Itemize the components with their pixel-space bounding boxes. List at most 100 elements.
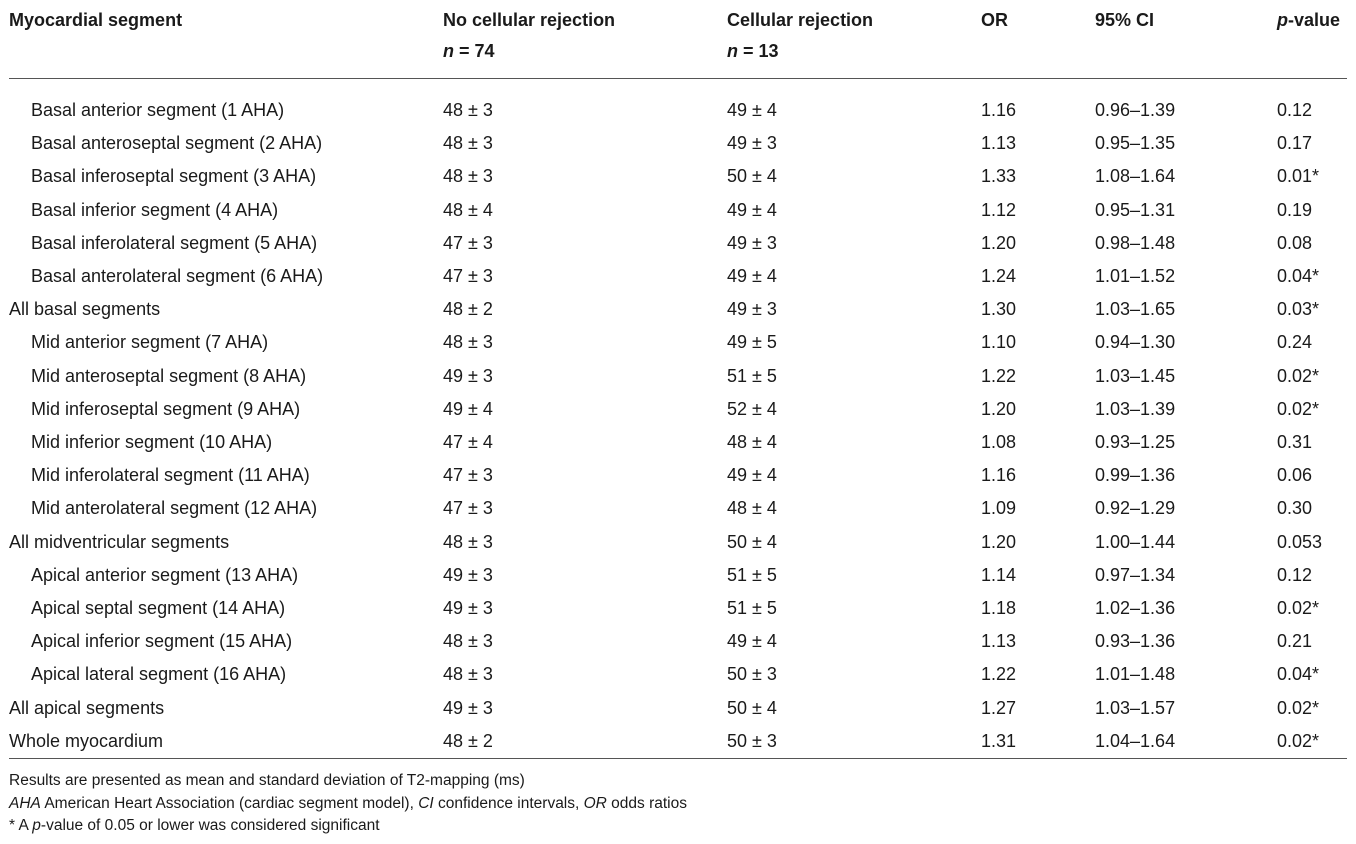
- or-cell: 1.22: [981, 365, 1017, 386]
- ci-cell: 0.93–1.36: [1095, 631, 1176, 652]
- table-row: Basal inferoseptal segment (3 AHA) 48 ± 3…: [9, 160, 1347, 193]
- no-rejection-cell: 48 ± 3: [443, 531, 493, 552]
- footnote-abbreviations: AHA American Heart Association (cardiac …: [9, 794, 688, 812]
- no-rejection-cell: 49 ± 3: [443, 564, 493, 585]
- header-or: OR: [981, 0, 1095, 79]
- ci-cell: 0.98–1.48: [1095, 232, 1176, 253]
- rejection-cell: 50 ± 4: [727, 697, 777, 718]
- table-row: Apical septal segment (14 AHA) 49 ± 3 51 ±…: [9, 592, 1347, 625]
- p-value-cell: 0.12: [1277, 100, 1313, 120]
- ci-cell: 1.03–1.57: [1095, 697, 1176, 718]
- p-value-cell: 0.08: [1277, 232, 1313, 253]
- no-rejection-cell: 49 ± 4: [443, 398, 493, 419]
- no-rejection-cell: 48 ± 3: [443, 100, 493, 120]
- p-value-cell: 0.30: [1277, 498, 1313, 519]
- rejection-cell: 49 ± 5: [727, 332, 777, 353]
- no-rejection-cell: 48 ± 3: [443, 332, 493, 353]
- no-rejection-cell: 48 ± 3: [443, 631, 493, 652]
- segment-cell: Mid anteroseptal segment (8 AHA): [31, 365, 307, 386]
- or-cell: 1.09: [981, 498, 1017, 519]
- no-rejection-cell: 48 ± 2: [443, 299, 493, 320]
- or-cell: 1.16: [981, 100, 1017, 120]
- segment-cell: Basal anteroseptal segment (2 AHA): [31, 133, 323, 154]
- segment-cell: Apical anterior segment (13 AHA): [31, 564, 299, 585]
- segment-cell: All midventricular segments: [9, 531, 230, 552]
- table-row: Basal anterior segment (1 AHA) 48 ± 3 49 ±…: [9, 94, 1347, 127]
- or-cell: 1.10: [981, 332, 1017, 353]
- rejection-cell: 50 ± 4: [727, 531, 777, 552]
- results-table-container: Myocardial segment No cellular rejection…: [9, 0, 1347, 760]
- rejection-cell: 51 ± 5: [727, 598, 777, 619]
- segment-cell: Mid inferolateral segment (11 AHA): [31, 465, 310, 486]
- rejection-cell: 50 ± 3: [727, 664, 777, 685]
- or-cell: 1.14: [981, 564, 1017, 585]
- segment-cell: Apical lateral segment (16 AHA): [31, 664, 287, 685]
- table-row: Apical inferior segment (15 AHA) 48 ± 3 49…: [9, 625, 1347, 658]
- or-cell: 1.22: [981, 664, 1017, 685]
- or-cell: 1.13: [981, 631, 1017, 652]
- header-rejection-n: = 13: [743, 41, 779, 61]
- table-row: Basal inferolateral segment (5 AHA) 47 ± …: [9, 227, 1347, 260]
- table-row: Mid inferoseptal segment (9 AHA) 49 ± 4 52…: [9, 393, 1347, 426]
- table-body: Basal anterior segment (1 AHA) 48 ± 3 49 ±…: [9, 79, 1347, 760]
- table-row: Apical anterior segment (13 AHA) 49 ± 3 51…: [9, 559, 1347, 592]
- ci-cell: 1.03–1.45: [1095, 365, 1176, 386]
- rejection-cell: 49 ± 4: [727, 266, 777, 287]
- table-row: All apical segments 49 ± 3 50 ± 4 1.27 1.03–…: [9, 692, 1347, 725]
- header-ci: 95% CI: [1095, 0, 1277, 79]
- p-value-cell: 0.04*: [1277, 664, 1320, 685]
- ci-cell: 0.97–1.34: [1095, 564, 1176, 585]
- ci-cell: 1.02–1.36: [1095, 598, 1176, 619]
- header-rejection: Cellular rejection n = 13: [727, 0, 981, 79]
- or-cell: 1.20: [981, 232, 1017, 253]
- segment-cell: Basal anterior segment (1 AHA): [31, 100, 285, 120]
- no-rejection-cell: 49 ± 3: [443, 697, 493, 718]
- no-rejection-cell: 47 ± 3: [443, 465, 493, 486]
- or-cell: 1.08: [981, 432, 1017, 453]
- p-value-cell: 0.02*: [1277, 724, 1347, 760]
- p-value-cell: 0.02*: [1277, 365, 1320, 386]
- segment-cell: Basal inferolateral segment (5 AHA): [31, 232, 318, 253]
- results-table: Myocardial segment No cellular rejection…: [9, 0, 1347, 760]
- ci-cell: 1.04–1.64: [1095, 724, 1277, 760]
- rejection-cell: 49 ± 3: [727, 299, 777, 320]
- table-spacer-row: [9, 79, 1347, 95]
- p-value-cell: 0.12: [1277, 564, 1313, 585]
- table-row: Mid anteroseptal segment (8 AHA) 49 ± 3 51…: [9, 360, 1347, 393]
- rejection-cell: 51 ± 5: [727, 564, 777, 585]
- segment-cell: Mid inferoseptal segment (9 AHA): [31, 398, 301, 419]
- or-cell: 1.12: [981, 199, 1017, 220]
- or-cell: 1.13: [981, 133, 1017, 154]
- ci-cell: 1.03–1.65: [1095, 299, 1176, 320]
- table-row: Mid inferolateral segment (11 AHA) 47 ± 3…: [9, 459, 1347, 492]
- segment-cell: Apical inferior segment (15 AHA): [31, 631, 293, 652]
- rejection-cell: 49 ± 3: [727, 133, 777, 154]
- or-cell: 1.31: [981, 724, 1095, 760]
- table-row: All midventricular segments 48 ± 3 50 ± 4 1…: [9, 526, 1347, 559]
- p-value-cell: 0.31: [1277, 432, 1313, 453]
- or-cell: 1.24: [981, 266, 1017, 287]
- header-segment: Myocardial segment: [9, 0, 443, 79]
- ci-cell: 0.93–1.25: [1095, 432, 1176, 453]
- rejection-cell: 48 ± 4: [727, 432, 777, 453]
- segment-cell: Basal anterolateral segment (6 AHA): [31, 266, 324, 287]
- no-rejection-cell: 49 ± 3: [443, 598, 493, 619]
- table-row: Mid inferior segment (10 AHA) 47 ± 4 48 ± …: [9, 426, 1347, 459]
- ci-cell: 0.95–1.35: [1095, 133, 1176, 154]
- table-row: Mid anterolateral segment (12 AHA) 47 ± 3…: [9, 492, 1347, 525]
- table-header: Myocardial segment No cellular rejection…: [9, 0, 1347, 79]
- table-row: Basal anterolateral segment (6 AHA) 47 ± …: [9, 260, 1347, 293]
- no-rejection-cell: 47 ± 3: [443, 498, 493, 519]
- table-row: All basal segments 48 ± 2 49 ± 3 1.30 1.03–1…: [9, 293, 1347, 326]
- table-row: Basal anteroseptal segment (2 AHA) 48 ± 3…: [9, 127, 1347, 160]
- ci-cell: 0.95–1.31: [1095, 199, 1176, 220]
- p-value-cell: 0.053: [1277, 531, 1323, 552]
- no-rejection-cell: 49 ± 3: [443, 365, 493, 386]
- rejection-cell: 49 ± 4: [727, 631, 777, 652]
- rejection-cell: 51 ± 5: [727, 365, 777, 386]
- p-value-cell: 0.06: [1277, 465, 1313, 486]
- segment-cell: Mid anterior segment (7 AHA): [31, 332, 269, 353]
- or-cell: 1.30: [981, 299, 1017, 320]
- p-value-cell: 0.24: [1277, 332, 1313, 353]
- rejection-cell: 49 ± 4: [727, 100, 777, 120]
